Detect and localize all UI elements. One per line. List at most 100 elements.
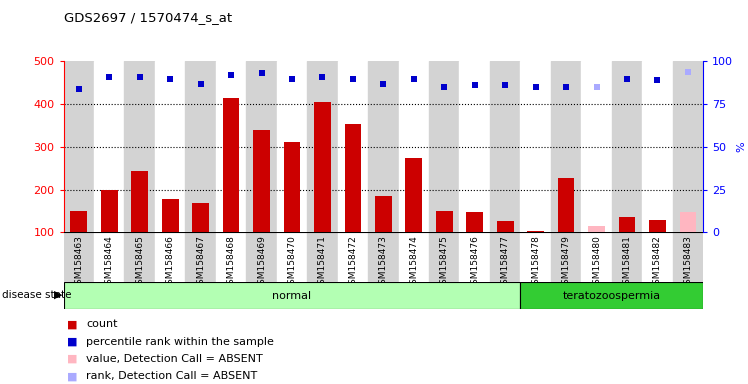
Bar [124, 232, 155, 282]
Text: GSM158468: GSM158468 [227, 235, 236, 290]
Bar [283, 142, 301, 232]
Bar [155, 61, 186, 232]
Bar [459, 61, 490, 232]
Bar [246, 61, 277, 232]
Bar [558, 179, 574, 232]
Text: ■: ■ [67, 337, 78, 347]
Text: GSM158482: GSM158482 [653, 235, 662, 290]
Bar [186, 232, 216, 282]
Text: GSM158476: GSM158476 [470, 235, 479, 290]
Text: GSM158473: GSM158473 [378, 235, 388, 290]
Bar [588, 226, 605, 232]
Text: normal: normal [272, 291, 312, 301]
Bar [192, 203, 209, 232]
Text: GSM158478: GSM158478 [531, 235, 540, 290]
Bar [672, 61, 703, 232]
Bar [466, 212, 483, 232]
Bar [429, 232, 459, 282]
Bar [521, 61, 551, 232]
Text: GSM158477: GSM158477 [500, 235, 509, 290]
Bar [345, 124, 361, 232]
Bar [162, 199, 179, 232]
Bar [124, 61, 155, 232]
Text: ■: ■ [67, 319, 78, 329]
Bar [612, 232, 643, 282]
Bar [94, 61, 124, 232]
Text: teratozoospermia: teratozoospermia [562, 291, 660, 301]
Bar [307, 232, 337, 282]
Text: GSM158479: GSM158479 [562, 235, 571, 290]
Text: GSM158466: GSM158466 [165, 235, 175, 290]
Bar [337, 61, 368, 232]
Bar [649, 220, 666, 232]
Text: percentile rank within the sample: percentile rank within the sample [86, 337, 274, 347]
Bar [527, 231, 544, 232]
Text: GSM158469: GSM158469 [257, 235, 266, 290]
Bar [70, 211, 88, 232]
Text: count: count [86, 319, 117, 329]
Bar [277, 61, 307, 232]
Bar [64, 282, 521, 309]
Bar [521, 282, 703, 309]
Bar [368, 232, 399, 282]
Text: GSM158465: GSM158465 [135, 235, 144, 290]
Bar [277, 232, 307, 282]
Bar [612, 61, 643, 232]
Bar [368, 61, 399, 232]
Bar [216, 61, 246, 232]
Bar [246, 232, 277, 282]
Bar [375, 195, 392, 232]
Text: GSM158470: GSM158470 [287, 235, 296, 290]
Bar [581, 232, 612, 282]
Text: GSM158467: GSM158467 [196, 235, 205, 290]
Text: GSM158481: GSM158481 [622, 235, 631, 290]
Text: value, Detection Call = ABSENT: value, Detection Call = ABSENT [86, 354, 263, 364]
Bar [64, 232, 94, 282]
Bar [643, 232, 672, 282]
Bar [94, 232, 124, 282]
Bar [490, 61, 521, 232]
Text: GSM158463: GSM158463 [74, 235, 83, 290]
Bar [399, 232, 429, 282]
Bar [643, 61, 672, 232]
Bar [101, 190, 117, 232]
Text: GSM158474: GSM158474 [409, 235, 418, 290]
Bar [314, 103, 331, 232]
Bar [132, 171, 148, 232]
Text: GDS2697 / 1570474_s_at: GDS2697 / 1570474_s_at [64, 12, 232, 25]
Bar [186, 61, 216, 232]
Bar [581, 61, 612, 232]
Bar [64, 61, 94, 232]
Bar [521, 232, 551, 282]
Bar [436, 210, 453, 232]
Text: GSM158471: GSM158471 [318, 235, 327, 290]
Bar [307, 61, 337, 232]
Text: GSM158483: GSM158483 [684, 235, 693, 290]
Bar [551, 232, 581, 282]
Bar [459, 232, 490, 282]
Text: GSM158464: GSM158464 [105, 235, 114, 290]
Text: GSM158480: GSM158480 [592, 235, 601, 290]
Bar [672, 232, 703, 282]
Bar [405, 158, 422, 232]
Text: ▶: ▶ [54, 290, 62, 300]
Text: rank, Detection Call = ABSENT: rank, Detection Call = ABSENT [86, 371, 257, 381]
Text: disease state: disease state [2, 290, 72, 300]
Bar [551, 61, 581, 232]
Bar [253, 130, 270, 232]
Text: GSM158472: GSM158472 [349, 235, 358, 290]
Y-axis label: %: % [736, 142, 746, 152]
Bar [337, 232, 368, 282]
Text: GSM158475: GSM158475 [440, 235, 449, 290]
Bar [429, 61, 459, 232]
Text: ■: ■ [67, 354, 78, 364]
Bar [619, 217, 635, 232]
Bar [216, 232, 246, 282]
Bar [399, 61, 429, 232]
Bar [490, 232, 521, 282]
Bar [679, 212, 696, 232]
Bar [497, 221, 514, 232]
Bar [223, 98, 239, 232]
Bar [155, 232, 186, 282]
Text: ■: ■ [67, 371, 78, 381]
